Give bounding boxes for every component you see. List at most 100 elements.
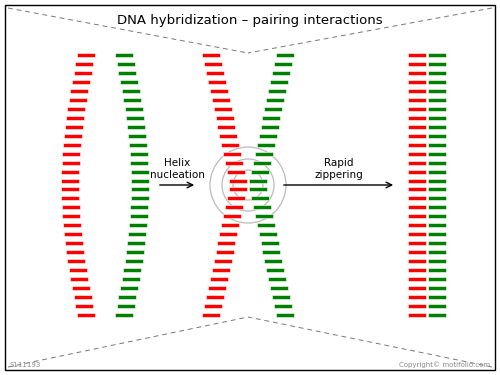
Bar: [216, 116, 234, 120]
Bar: [262, 250, 280, 254]
Bar: [264, 107, 282, 111]
Bar: [74, 71, 92, 75]
Bar: [130, 206, 148, 209]
Bar: [428, 62, 446, 66]
Bar: [127, 241, 145, 245]
Bar: [408, 214, 426, 218]
Bar: [262, 116, 280, 120]
Bar: [428, 277, 446, 281]
Bar: [66, 250, 84, 254]
Bar: [214, 259, 232, 263]
Bar: [222, 224, 240, 227]
Bar: [408, 206, 426, 209]
Bar: [216, 250, 234, 254]
Bar: [408, 125, 426, 129]
Bar: [408, 71, 426, 75]
Bar: [129, 142, 147, 147]
Bar: [63, 142, 81, 147]
Bar: [208, 80, 226, 84]
Bar: [61, 178, 79, 183]
Bar: [68, 259, 86, 263]
Bar: [123, 268, 141, 272]
Bar: [202, 313, 220, 317]
Bar: [276, 53, 294, 57]
Bar: [428, 188, 446, 192]
Bar: [428, 304, 446, 308]
Bar: [74, 295, 92, 299]
Bar: [428, 125, 446, 129]
Bar: [270, 286, 288, 290]
Bar: [408, 160, 426, 165]
Bar: [408, 80, 426, 84]
Bar: [408, 142, 426, 147]
Bar: [408, 268, 426, 272]
Bar: [61, 196, 79, 201]
Bar: [124, 259, 142, 263]
Bar: [128, 232, 146, 236]
Bar: [428, 80, 446, 84]
Bar: [408, 277, 426, 281]
Bar: [210, 277, 228, 281]
Bar: [72, 286, 90, 290]
Bar: [428, 224, 446, 227]
Bar: [253, 160, 271, 165]
Bar: [62, 206, 80, 209]
Bar: [69, 268, 87, 272]
Bar: [408, 134, 426, 138]
Bar: [428, 178, 446, 183]
Bar: [428, 214, 446, 218]
Bar: [274, 62, 292, 66]
Bar: [72, 80, 90, 84]
Bar: [208, 286, 226, 290]
Bar: [408, 259, 426, 263]
Bar: [272, 71, 290, 75]
Bar: [428, 98, 446, 102]
Bar: [68, 107, 86, 111]
Text: S111193: S111193: [10, 362, 42, 368]
Bar: [408, 53, 426, 57]
Bar: [122, 277, 140, 281]
Bar: [408, 232, 426, 236]
Bar: [61, 170, 79, 174]
Bar: [130, 152, 148, 156]
Bar: [223, 152, 241, 156]
Bar: [116, 62, 134, 66]
Text: Copyright© motifolio.com: Copyright© motifolio.com: [399, 362, 490, 368]
Bar: [76, 62, 94, 66]
Bar: [428, 250, 446, 254]
Bar: [120, 286, 138, 290]
Bar: [260, 241, 278, 245]
Bar: [65, 241, 83, 245]
Bar: [428, 313, 446, 317]
Bar: [76, 304, 94, 308]
Bar: [256, 142, 274, 147]
Bar: [408, 62, 426, 66]
Text: DNA hybridization – pairing interactions: DNA hybridization – pairing interactions: [117, 14, 383, 27]
Bar: [62, 152, 80, 156]
Bar: [131, 178, 149, 183]
Bar: [428, 134, 446, 138]
Text: Helix
nucleation: Helix nucleation: [150, 158, 204, 180]
Bar: [258, 134, 276, 138]
Bar: [428, 53, 446, 57]
Bar: [227, 170, 245, 174]
Bar: [408, 170, 426, 174]
Bar: [256, 224, 274, 227]
Bar: [120, 80, 138, 84]
Bar: [220, 232, 238, 236]
Bar: [222, 142, 240, 147]
Bar: [130, 214, 148, 218]
Bar: [408, 188, 426, 192]
Bar: [64, 232, 82, 236]
Bar: [408, 224, 426, 227]
Bar: [408, 98, 426, 102]
Bar: [428, 241, 446, 245]
Bar: [126, 116, 144, 120]
Bar: [428, 259, 446, 263]
Bar: [69, 98, 87, 102]
Bar: [428, 107, 446, 111]
Bar: [223, 214, 241, 218]
Bar: [212, 268, 230, 272]
Bar: [408, 178, 426, 183]
Bar: [428, 160, 446, 165]
